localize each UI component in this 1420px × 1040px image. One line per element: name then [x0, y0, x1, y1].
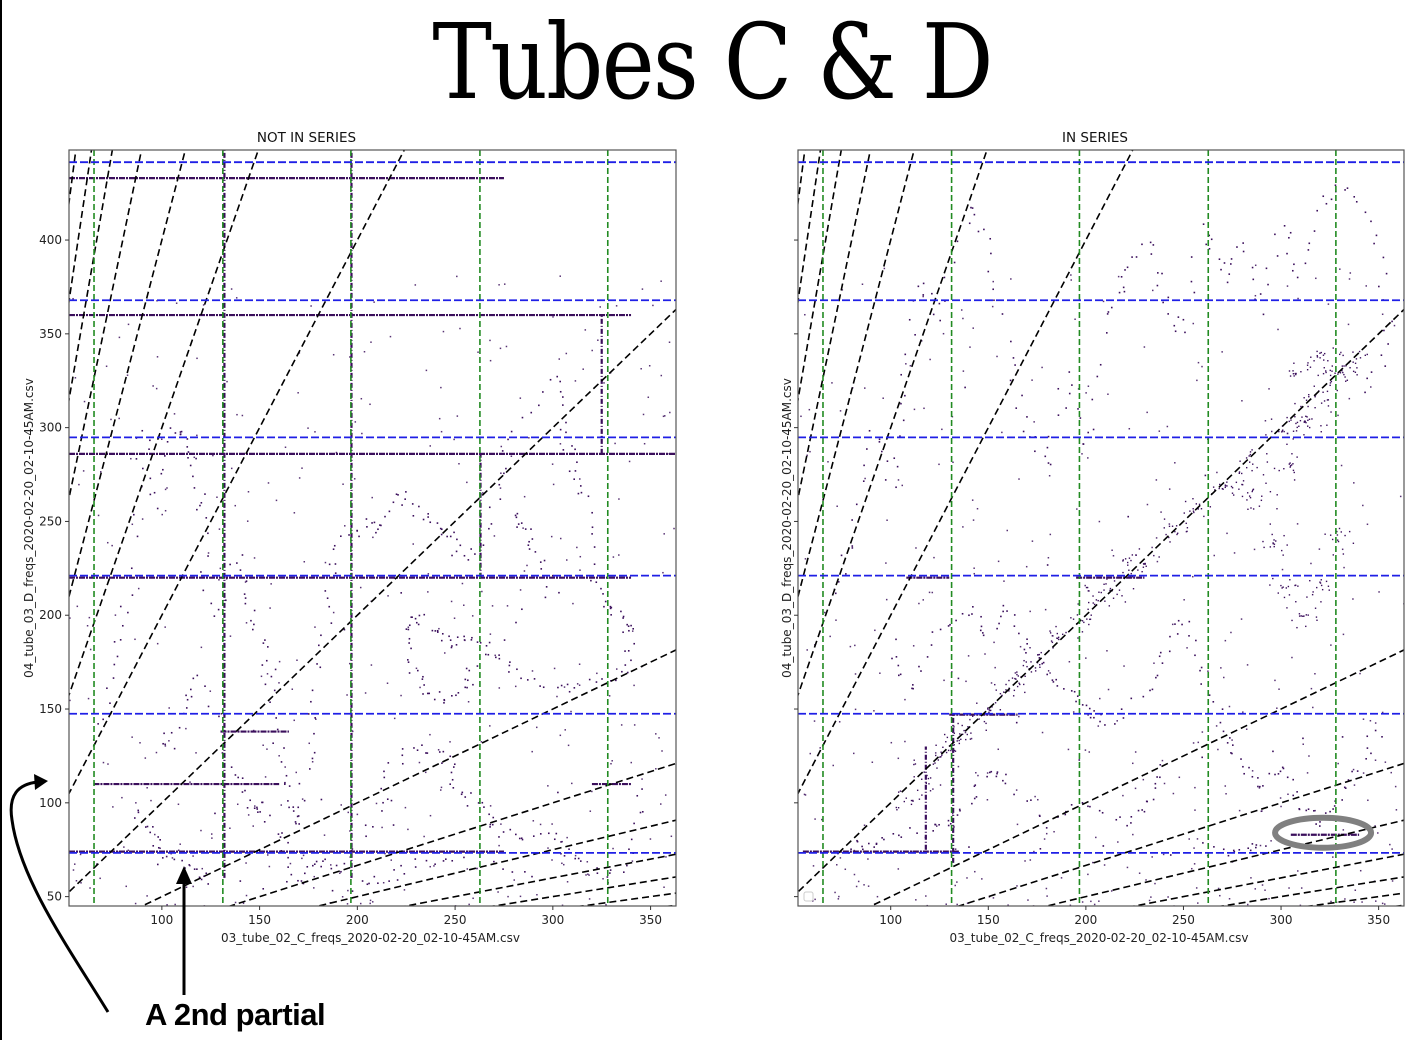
- ratio-line: [1391, 904, 1404, 906]
- ratio-line: [69, 150, 406, 796]
- ratio-line: [69, 150, 114, 405]
- ratio-line: [69, 150, 77, 209]
- annotation-label: A 2nd partial: [145, 997, 326, 1032]
- chart-title: NOT IN SERIES: [257, 130, 356, 146]
- ratio-line: [69, 150, 143, 502]
- y-tick-label: 150: [39, 702, 62, 716]
- axes-frame: [68, 149, 677, 907]
- y-tick-label: 250: [39, 514, 62, 528]
- y-axis-label: 04_tube_03_D_freqs_2020-02-20_02-10-45AM…: [780, 378, 794, 678]
- scatter-series: [800, 184, 1404, 906]
- ratio-line: [401, 853, 676, 906]
- y-axis-label: 04_tube_03_D_freqs_2020-02-20_02-10-45AM…: [22, 378, 36, 678]
- ratio-line: [69, 150, 93, 307]
- x-tick-label: 350: [1367, 913, 1390, 927]
- plot-area: [798, 150, 1404, 906]
- x-tick-label: 100: [150, 913, 173, 927]
- chart-title: IN SERIES: [1062, 130, 1128, 146]
- scatter-series: [69, 269, 676, 906]
- annotation-arrows: [9, 774, 192, 1013]
- x-tick-label: 200: [346, 913, 369, 927]
- vertical-arrowhead-icon: [176, 866, 192, 884]
- y-tick-label: 300: [39, 421, 62, 435]
- ratio-line: [227, 762, 676, 906]
- x-tick-label: 300: [541, 913, 564, 927]
- ratio-lines: [69, 150, 676, 906]
- axes-frame: [797, 149, 1405, 907]
- chart-in-series: 100 150 200 250 300 350 IN SERIES 03_tube_02_C_…: [780, 130, 1405, 945]
- ratio-line: [69, 150, 260, 698]
- plot-area: [69, 150, 676, 906]
- ratio-line: [69, 308, 676, 894]
- ratio-line: [314, 819, 676, 906]
- y-tick-label: 100: [39, 796, 62, 810]
- curved-arrow-icon: [9, 780, 110, 1013]
- ratio-lines: [798, 150, 1404, 906]
- y-tick-label: 350: [39, 327, 62, 341]
- x-axis-label: 03_tube_02_C_freqs_2020-02-20_02-10-45AM…: [950, 931, 1249, 945]
- ratio-line: [798, 308, 1404, 894]
- harmonic-vlines: [93, 150, 609, 906]
- x-tick-label: 250: [444, 913, 467, 927]
- diagonal-cluster: [895, 347, 1368, 811]
- y-tick-label: 400: [39, 233, 62, 247]
- left-border: [0, 0, 2, 1040]
- ratio-line: [69, 150, 187, 600]
- x-tick-label: 250: [1172, 913, 1195, 927]
- ratio-line: [1304, 892, 1404, 906]
- curved-arrowhead-icon: [34, 774, 48, 790]
- ratio-line: [489, 876, 676, 906]
- highlight-ellipse: [1272, 814, 1375, 851]
- ratio-line: [869, 649, 1404, 906]
- y-tick-label: 50: [47, 890, 62, 904]
- ratio-line: [663, 904, 676, 906]
- harmonic-hlines: [798, 161, 1404, 854]
- dense-segments: [69, 150, 676, 878]
- empty-legend-box: [803, 891, 814, 902]
- x-tick-label: 350: [639, 913, 662, 927]
- page-title: Tubes C & D: [432, 1, 993, 123]
- harmonic-vlines: [822, 150, 1337, 906]
- ratio-line: [1130, 853, 1404, 906]
- x-axis-label: 03_tube_02_C_freqs_2020-02-20_02-10-45AM…: [221, 931, 520, 945]
- ratio-line: [956, 762, 1404, 906]
- x-tick-label: 300: [1270, 913, 1293, 927]
- ratio-line: [140, 649, 676, 906]
- harmonic-hlines: [69, 161, 676, 854]
- x-tick-label: 100: [879, 913, 902, 927]
- x-tick-label: 150: [248, 913, 271, 927]
- x-tick-label: 200: [1074, 913, 1097, 927]
- y-tick-label: 200: [39, 608, 62, 622]
- ratio-line: [576, 892, 676, 906]
- x-tick-label: 150: [977, 913, 1000, 927]
- chart-not-in-series: 100 150 200 250 300 350 50 100 150 200 250 300 350 40…: [22, 130, 677, 945]
